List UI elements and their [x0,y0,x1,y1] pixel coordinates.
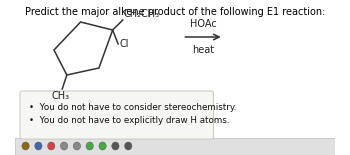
Text: CH₃: CH₃ [51,91,69,101]
Circle shape [112,142,119,150]
FancyBboxPatch shape [20,91,213,139]
Circle shape [86,142,93,150]
Text: •  You do not have to explicitly draw H atoms.: • You do not have to explicitly draw H a… [29,116,230,125]
Circle shape [61,142,68,150]
Circle shape [35,142,42,150]
Circle shape [125,142,132,150]
Text: HOAc: HOAc [190,19,216,29]
Text: heat: heat [192,45,214,55]
Text: •  You do not have to consider stereochemistry.: • You do not have to consider stereochem… [29,103,237,112]
Circle shape [73,142,80,150]
Bar [15,138,335,155]
Circle shape [48,142,55,150]
Text: Cl: Cl [119,39,128,49]
Circle shape [22,142,29,150]
Text: CH₂CH₃: CH₂CH₃ [124,9,160,19]
Circle shape [99,142,106,150]
Text: Predict the major alkene product of the following E1 reaction:: Predict the major alkene product of the … [25,7,325,17]
